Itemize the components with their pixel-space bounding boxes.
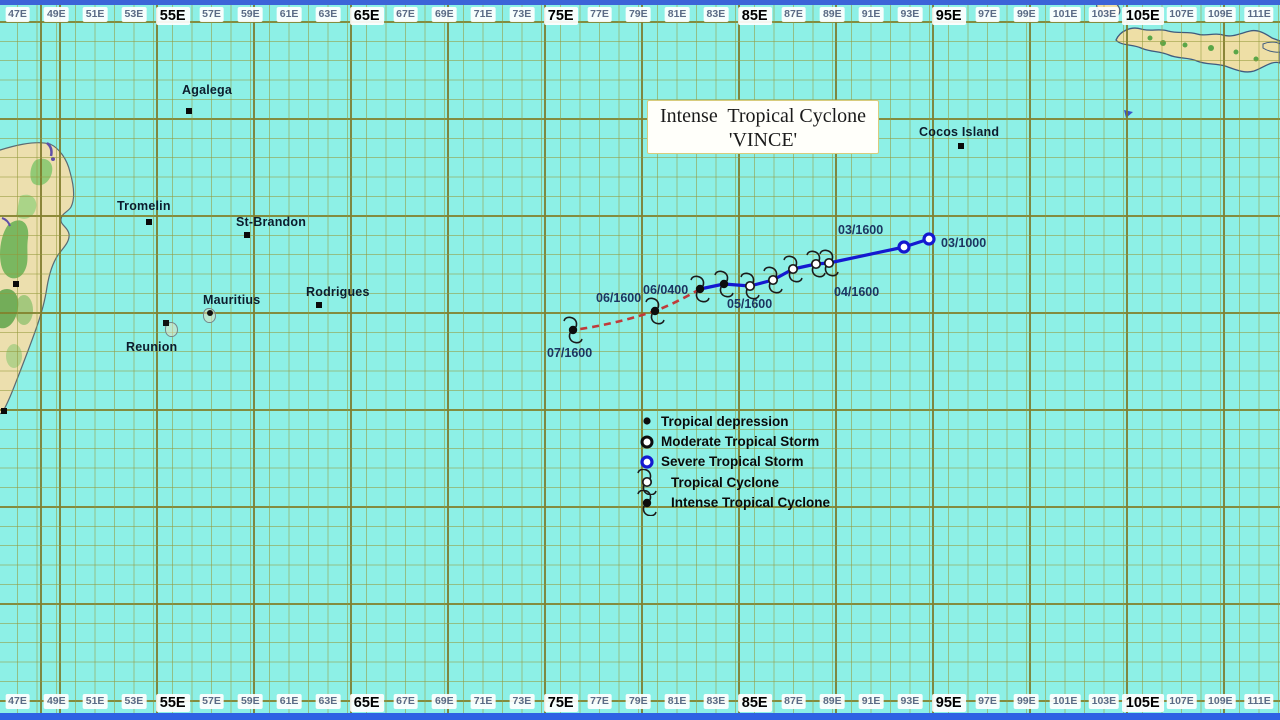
island-marker-inner <box>163 320 169 326</box>
island-label-mauritius: Mauritius <box>203 293 261 307</box>
track-date-label-05-1600: 05/1600 <box>727 297 773 311</box>
island-marker-inner <box>206 310 213 316</box>
legend-item-tropical-cyclone: Tropical Cyclone <box>636 469 830 496</box>
track-symbol-moderate-tropical-storm <box>640 435 654 449</box>
island-label-rodrigues: Rodrigues <box>306 285 370 299</box>
legend-item-label: Severe Tropical Storm <box>661 454 804 470</box>
legend-item-label: Tropical Cyclone <box>671 474 780 490</box>
track-date-label-06-1600: 06/1600 <box>596 291 642 305</box>
island-label-cocos-island: Cocos Island <box>919 125 1000 139</box>
legend-item-label: Intense Tropical Cyclone <box>671 495 831 511</box>
bottom-window-bar <box>0 713 1280 720</box>
track-symbol-intense-tropical-cyclone <box>637 489 657 516</box>
track-symbol-intense-tropical-cyclone <box>563 316 583 344</box>
legend-item-intense-tropical-cyclone: Intense Tropical Cyclone <box>636 489 831 516</box>
track-symbol-severe-tropical-storm <box>922 232 936 246</box>
title-box: Intense Tropical Cyclone 'VINCE' <box>647 100 879 154</box>
island-label-tromelin: Tromelin <box>117 199 171 213</box>
track-date-label-03-1000: 03/1000 <box>941 236 987 250</box>
island-label-st-brandon: St-Brandon <box>236 215 307 229</box>
island-marker-cocos-island <box>958 143 964 149</box>
legend-item-tropical-depression: Tropical depression <box>636 411 830 431</box>
legend: Tropical depression Moderate Tropical St… <box>636 411 831 516</box>
island-marker-mauritius <box>203 308 216 323</box>
top-window-bar <box>0 0 1280 5</box>
track-symbol-tropical-depression <box>643 417 651 425</box>
storm-name: 'VINCE' <box>728 129 798 151</box>
island-label-agalega: Agalega <box>182 83 233 97</box>
intense-tropical-cyclone-icon <box>637 489 657 516</box>
place-marker-0 <box>13 281 19 287</box>
legend-item-severe-tropical-storm: Severe Tropical Storm <box>636 452 830 472</box>
track-symbol-intense-tropical-cyclone <box>645 297 665 325</box>
track-date-label-07-1600: 07/1600 <box>547 346 593 360</box>
island-marker-reunion <box>163 320 178 337</box>
track-date-label-03-1600: 03/1600 <box>838 223 884 237</box>
title-line1: Intense Tropical Cyclone <box>659 105 867 127</box>
island-label-reunion: Reunion <box>126 340 178 354</box>
track-date-label-06-0400: 06/0400 <box>643 283 689 297</box>
island-marker-st-brandon <box>244 232 250 238</box>
legend-item-moderate-tropical-storm: Moderate Tropical Storm <box>636 431 830 451</box>
track-symbol-severe-tropical-storm <box>897 240 911 254</box>
island-marker-agalega <box>186 108 192 114</box>
island-marker-rodrigues <box>316 302 322 308</box>
island-marker-tromelin <box>146 219 152 225</box>
track-symbol-severe-tropical-storm <box>640 455 654 469</box>
place-marker-1 <box>1 408 7 414</box>
legend-item-label: Moderate Tropical Storm <box>661 434 820 450</box>
legend-item-label: Tropical depression <box>661 413 789 429</box>
track-date-label-04-1600: 04/1600 <box>834 285 880 299</box>
